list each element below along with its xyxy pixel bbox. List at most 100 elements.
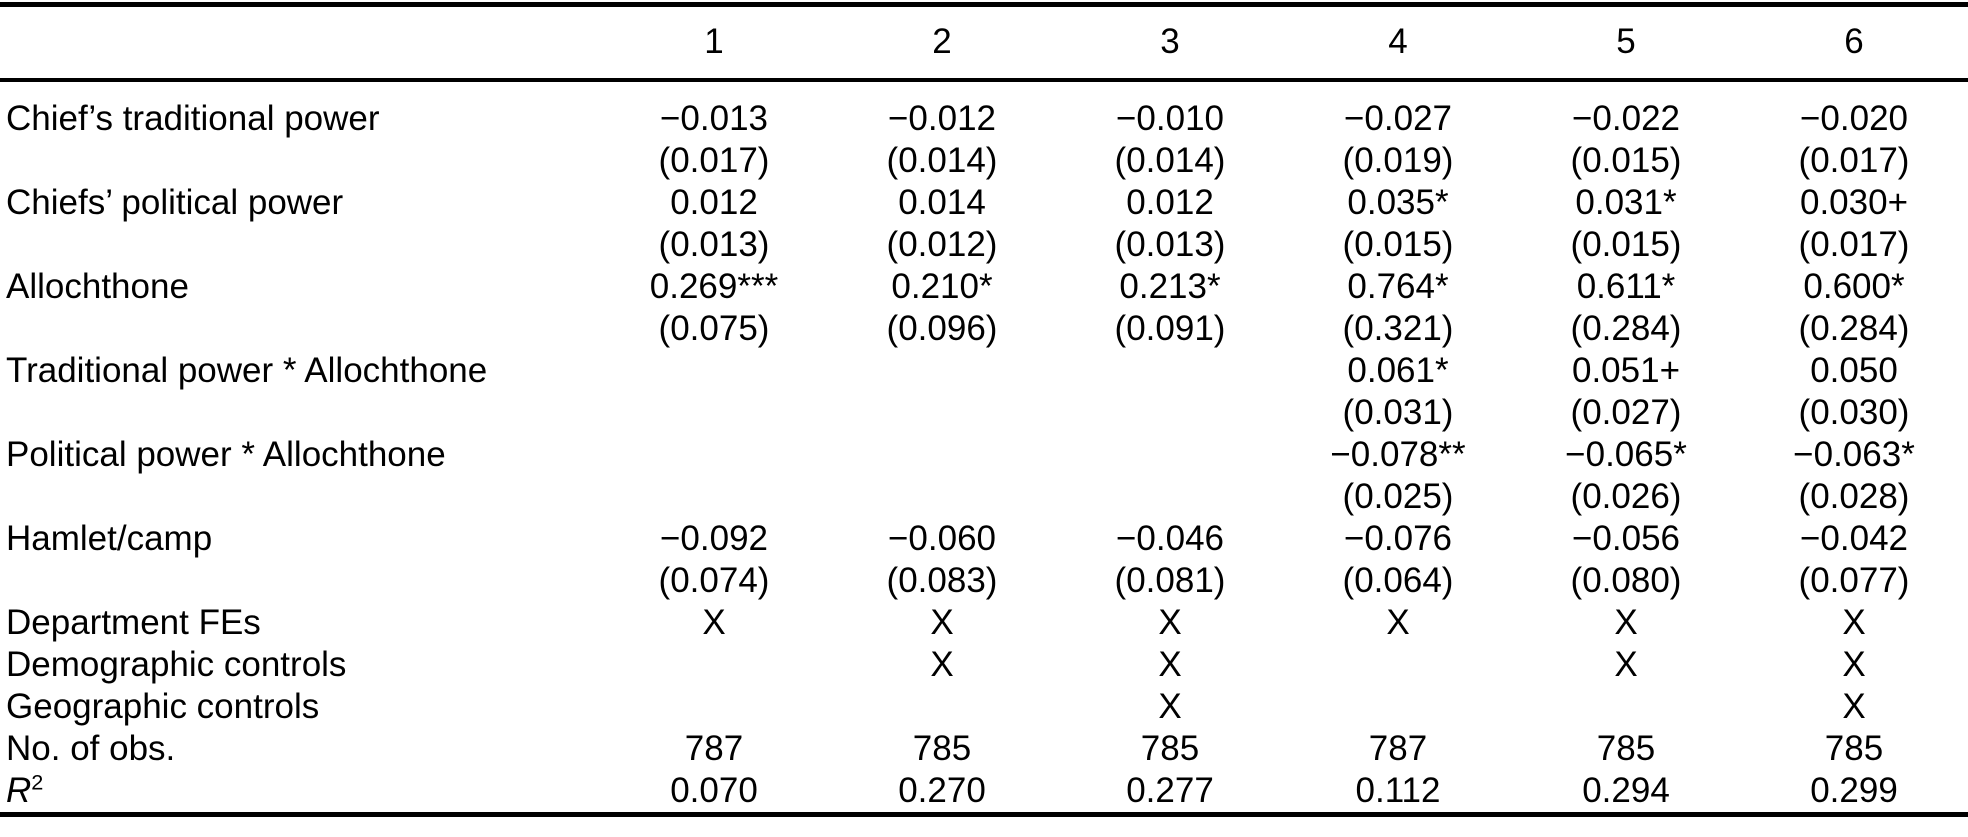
indicator-row: Department FEs X X X X X X xyxy=(0,602,1968,644)
row-label-cell: R2 xyxy=(0,770,600,815)
standard-error: (0.080) xyxy=(1570,560,1682,600)
estimate-cell: −0.092 (0.074) xyxy=(600,518,828,602)
column-header-5: 5 xyxy=(1616,22,1636,62)
estimate-cell xyxy=(600,350,828,434)
estimate-cell xyxy=(1056,350,1284,434)
coefficient-value: 0.014 xyxy=(898,182,986,222)
statistic-cell: 785 xyxy=(1512,728,1740,770)
estimate-cell: 0.269*** (0.075) xyxy=(600,266,828,350)
row-label-cell: Allochthone xyxy=(0,266,600,350)
column-header-2: 2 xyxy=(932,22,952,62)
estimate-cell: −0.012 (0.014) xyxy=(828,80,1056,182)
estimate-cell: −0.020 (0.017) xyxy=(1740,80,1968,182)
estimate-cell xyxy=(600,434,828,518)
indicator-mark: X xyxy=(930,644,954,684)
indicator-mark xyxy=(1284,686,1512,728)
standard-error: (0.015) xyxy=(1342,224,1454,264)
estimate-cell: 0.051+ (0.027) xyxy=(1512,350,1740,434)
indicator-mark: X xyxy=(1842,686,1866,726)
regression-table: 1 2 3 4 5 6 Chief’s traditional power −0.… xyxy=(0,2,1968,817)
indicator-cell: X xyxy=(1056,686,1284,728)
estimate-cell: −0.076 (0.064) xyxy=(1284,518,1512,602)
statistic-value: 0.070 xyxy=(670,770,758,810)
statistic-cell: 0.270 xyxy=(828,770,1056,815)
statistic-value: 787 xyxy=(1368,728,1428,768)
estimate-cell: 0.600* (0.284) xyxy=(1740,266,1968,350)
indicator-mark: X xyxy=(1386,602,1410,642)
row-label: Department FEs xyxy=(6,602,261,642)
coefficient-value: 0.012 xyxy=(1126,182,1214,222)
coefficient-value xyxy=(828,350,1056,392)
estimate-cell: −0.013 (0.017) xyxy=(600,80,828,182)
column-header-4: 4 xyxy=(1388,22,1408,62)
coefficient-value: 0.061* xyxy=(1347,350,1449,390)
indicator-cell: X xyxy=(1512,644,1740,686)
estimate-cell xyxy=(1056,434,1284,518)
standard-error: (0.015) xyxy=(1570,140,1682,180)
indicator-cell: X xyxy=(1740,602,1968,644)
standard-error xyxy=(828,392,1056,434)
estimate-cell: −0.078** (0.025) xyxy=(1284,434,1512,518)
table-header: 1 2 3 4 5 6 xyxy=(0,5,1968,80)
coefficient-value: 0.210* xyxy=(891,266,993,306)
statistic-cell: 787 xyxy=(600,728,828,770)
coefficient-value: −0.060 xyxy=(887,518,997,558)
estimate-cell: 0.012 (0.013) xyxy=(1056,182,1284,266)
statistic-cell: 0.294 xyxy=(1512,770,1740,815)
coefficient-value xyxy=(600,350,828,392)
statistic-value: 0.270 xyxy=(898,770,986,810)
coefficient-value: −0.020 xyxy=(1799,98,1909,138)
indicator-cell xyxy=(600,644,828,686)
row-label-cell: Chiefs’ political power xyxy=(0,182,600,266)
estimate-cell: −0.056 (0.080) xyxy=(1512,518,1740,602)
indicator-mark xyxy=(600,644,828,686)
coefficient-value xyxy=(1056,350,1284,392)
coefficient-row: Chief’s traditional power −0.013 (0.017) −0… xyxy=(0,80,1968,182)
row-label: Demographic controls xyxy=(6,644,347,684)
standard-error: (0.027) xyxy=(1570,392,1682,432)
statistic-cell: 0.112 xyxy=(1284,770,1512,815)
standard-error: (0.028) xyxy=(1798,476,1910,516)
row-label-cell: Chief’s traditional power xyxy=(0,80,600,182)
standard-error: (0.284) xyxy=(1570,308,1682,348)
coefficient-value xyxy=(828,434,1056,476)
coefficient-value: −0.046 xyxy=(1115,518,1225,558)
indicator-cell: X xyxy=(828,644,1056,686)
estimate-cell: −0.027 (0.019) xyxy=(1284,80,1512,182)
standard-error: (0.321) xyxy=(1342,308,1454,348)
indicator-mark: X xyxy=(1842,602,1866,642)
statistic-cell: 785 xyxy=(1740,728,1968,770)
indicator-cell: X xyxy=(1740,686,1968,728)
indicator-cell xyxy=(1284,686,1512,728)
coefficient-value: 0.213* xyxy=(1119,266,1221,306)
coefficient-value: −0.076 xyxy=(1343,518,1453,558)
standard-error: (0.083) xyxy=(886,560,998,600)
coefficient-value: −0.065* xyxy=(1565,434,1687,474)
row-label-cell: Demographic controls xyxy=(0,644,600,686)
indicator-mark: X xyxy=(1158,602,1182,642)
estimate-cell: 0.014 (0.012) xyxy=(828,182,1056,266)
row-label: Chiefs’ political power xyxy=(6,182,344,222)
statistic-cell: 0.070 xyxy=(600,770,828,815)
statistic-row: R2 0.070 0.270 0.277 0.112 0.294 0.299 xyxy=(0,770,1968,815)
coefficient-value xyxy=(600,434,828,476)
coefficient-value: 0.764* xyxy=(1347,266,1449,306)
coefficient-value: −0.013 xyxy=(659,98,769,138)
estimate-cell: −0.060 (0.083) xyxy=(828,518,1056,602)
indicator-cell: X xyxy=(828,602,1056,644)
indicator-mark: X xyxy=(1614,644,1638,684)
coefficient-row: Traditional power * Allochthone 0.061* (0.… xyxy=(0,350,1968,434)
standard-error xyxy=(828,476,1056,518)
statistic-cell: 0.277 xyxy=(1056,770,1284,815)
standard-error: (0.026) xyxy=(1570,476,1682,516)
estimate-cell: 0.050 (0.030) xyxy=(1740,350,1968,434)
row-label: Political power * Allochthone xyxy=(6,434,446,474)
row-label-cell: Traditional power * Allochthone xyxy=(0,350,600,434)
coefficient-value: 0.611* xyxy=(1576,266,1676,306)
standard-error: (0.014) xyxy=(886,140,998,180)
row-label-cell: Political power * Allochthone xyxy=(0,434,600,518)
statistic-value: 0.112 xyxy=(1355,770,1441,810)
estimate-cell: 0.764* (0.321) xyxy=(1284,266,1512,350)
indicator-mark: X xyxy=(930,602,954,642)
row-label-cell: Department FEs xyxy=(0,602,600,644)
